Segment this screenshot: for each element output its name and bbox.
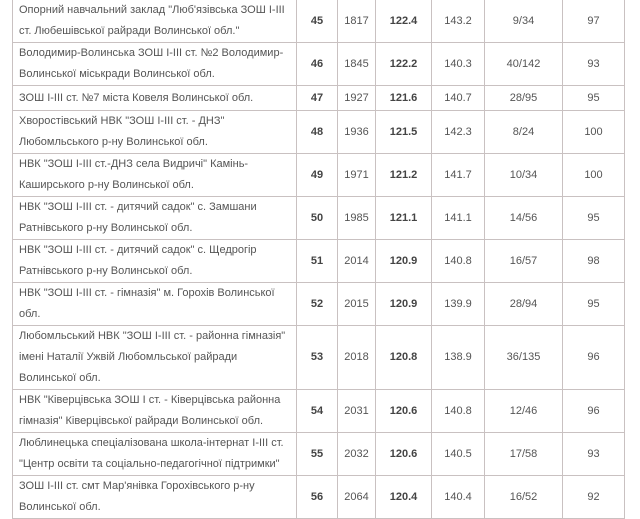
table-row: ЗОШ І-ІІІ ст. смт Мар'янівка Горохівсько…: [12, 475, 625, 519]
ratio-cell: 28/94: [484, 282, 563, 326]
score-cell: 121.5: [375, 110, 432, 154]
school-name-cell: Люблинецька спеціалізована школа-інтерна…: [12, 432, 297, 476]
score-cell: 122.2: [375, 42, 432, 86]
school-name-cell: НВК "ЗОШ І-ІІІ ст.-ДНЗ села Видричі" Кам…: [12, 153, 297, 197]
table-row: НВК "Ківерцівська ЗОШ І ст. - Ківерцівсь…: [12, 389, 625, 433]
school-name-cell: НВК "ЗОШ І-ІІІ ст. - гімназія" м. Горохі…: [12, 282, 297, 326]
score-cell: 120.9: [375, 239, 432, 283]
table-row: НВК "ЗОШ І-ІІІ ст. - дитячий садок" с. Щ…: [12, 239, 625, 283]
ratio-cell: 17/58: [484, 432, 563, 476]
school-name-cell: Хворостівський НВК "ЗОШ І-ІІІ ст. - ДНЗ"…: [12, 110, 297, 154]
ratio-cell: 9/34: [484, 0, 563, 43]
percent-cell: 95: [562, 85, 625, 111]
school-name-cell: Опорний навчальний заклад "Люб'язівська …: [12, 0, 297, 43]
max-score-cell: 140.4: [431, 475, 485, 519]
ratio-cell: 12/46: [484, 389, 563, 433]
percent-cell: 96: [562, 325, 625, 390]
rank-cell: 45: [296, 0, 338, 43]
place-cell: 1985: [337, 196, 376, 240]
rank-cell: 47: [296, 85, 338, 111]
percent-cell: 93: [562, 42, 625, 86]
ratio-cell: 40/142: [484, 42, 563, 86]
school-name-cell: НВК "Ківерцівська ЗОШ І ст. - Ківерцівсь…: [12, 389, 297, 433]
percent-cell: 100: [562, 153, 625, 197]
ratio-cell: 36/135: [484, 325, 563, 390]
school-name-cell: НВК "ЗОШ І-ІІІ ст. - дитячий садок" с. Щ…: [12, 239, 297, 283]
ratio-cell: 16/52: [484, 475, 563, 519]
place-cell: 2064: [337, 475, 376, 519]
score-cell: 121.2: [375, 153, 432, 197]
score-cell: 120.6: [375, 389, 432, 433]
place-cell: 2014: [337, 239, 376, 283]
rank-cell: 51: [296, 239, 338, 283]
table-row: НВК "ЗОШ І-ІІІ ст. - дитячий садок" с. З…: [12, 196, 625, 240]
ratio-cell: 28/95: [484, 85, 563, 111]
ratio-cell: 14/56: [484, 196, 563, 240]
rank-cell: 50: [296, 196, 338, 240]
table-row: НВК "ЗОШ І-ІІІ ст.-ДНЗ села Видричі" Кам…: [12, 153, 625, 197]
place-cell: 1817: [337, 0, 376, 43]
rank-cell: 48: [296, 110, 338, 154]
rank-cell: 52: [296, 282, 338, 326]
score-cell: 122.4: [375, 0, 432, 43]
rank-cell: 54: [296, 389, 338, 433]
school-name-cell: НВК "ЗОШ І-ІІІ ст. - дитячий садок" с. З…: [12, 196, 297, 240]
max-score-cell: 143.2: [431, 0, 485, 43]
max-score-cell: 140.7: [431, 85, 485, 111]
percent-cell: 98: [562, 239, 625, 283]
schools-ranking-table: Опорний навчальний заклад "Люб'язівська …: [12, 0, 625, 519]
score-cell: 120.8: [375, 325, 432, 390]
ratio-cell: 8/24: [484, 110, 563, 154]
max-score-cell: 142.3: [431, 110, 485, 154]
percent-cell: 95: [562, 196, 625, 240]
place-cell: 2015: [337, 282, 376, 326]
percent-cell: 92: [562, 475, 625, 519]
school-name-cell: Володимир-Волинська ЗОШ І-ІІІ ст. №2 Вол…: [12, 42, 297, 86]
table-row: Опорний навчальний заклад "Люб'язівська …: [12, 0, 625, 43]
max-score-cell: 139.9: [431, 282, 485, 326]
ratio-cell: 16/57: [484, 239, 563, 283]
place-cell: 1845: [337, 42, 376, 86]
ratio-cell: 10/34: [484, 153, 563, 197]
rank-cell: 46: [296, 42, 338, 86]
score-cell: 120.9: [375, 282, 432, 326]
score-cell: 121.1: [375, 196, 432, 240]
max-score-cell: 140.8: [431, 389, 485, 433]
rank-cell: 55: [296, 432, 338, 476]
table-row: ЗОШ І-ІІІ ст. №7 міста Ковеля Волинської…: [12, 85, 625, 111]
percent-cell: 100: [562, 110, 625, 154]
place-cell: 1936: [337, 110, 376, 154]
table-row: Люблинецька спеціалізована школа-інтерна…: [12, 432, 625, 476]
place-cell: 1927: [337, 85, 376, 111]
max-score-cell: 138.9: [431, 325, 485, 390]
score-cell: 120.4: [375, 475, 432, 519]
score-cell: 120.6: [375, 432, 432, 476]
percent-cell: 93: [562, 432, 625, 476]
place-cell: 1971: [337, 153, 376, 197]
school-name-cell: ЗОШ І-ІІІ ст. №7 міста Ковеля Волинської…: [12, 85, 297, 111]
place-cell: 2018: [337, 325, 376, 390]
max-score-cell: 141.7: [431, 153, 485, 197]
school-name-cell: Любомльський НВК "ЗОШ І-ІІІ ст. - районн…: [12, 325, 297, 390]
rank-cell: 56: [296, 475, 338, 519]
table-row: НВК "ЗОШ І-ІІІ ст. - гімназія" м. Горохі…: [12, 282, 625, 326]
max-score-cell: 141.1: [431, 196, 485, 240]
table-row: Любомльський НВК "ЗОШ І-ІІІ ст. - районн…: [12, 325, 625, 390]
percent-cell: 97: [562, 0, 625, 43]
school-name-cell: ЗОШ І-ІІІ ст. смт Мар'янівка Горохівсько…: [12, 475, 297, 519]
rank-cell: 49: [296, 153, 338, 197]
percent-cell: 96: [562, 389, 625, 433]
table-row: Хворостівський НВК "ЗОШ І-ІІІ ст. - ДНЗ"…: [12, 110, 625, 154]
place-cell: 2031: [337, 389, 376, 433]
percent-cell: 95: [562, 282, 625, 326]
max-score-cell: 140.5: [431, 432, 485, 476]
place-cell: 2032: [337, 432, 376, 476]
table-row: Володимир-Волинська ЗОШ І-ІІІ ст. №2 Вол…: [12, 42, 625, 86]
rank-cell: 53: [296, 325, 338, 390]
max-score-cell: 140.8: [431, 239, 485, 283]
max-score-cell: 140.3: [431, 42, 485, 86]
score-cell: 121.6: [375, 85, 432, 111]
